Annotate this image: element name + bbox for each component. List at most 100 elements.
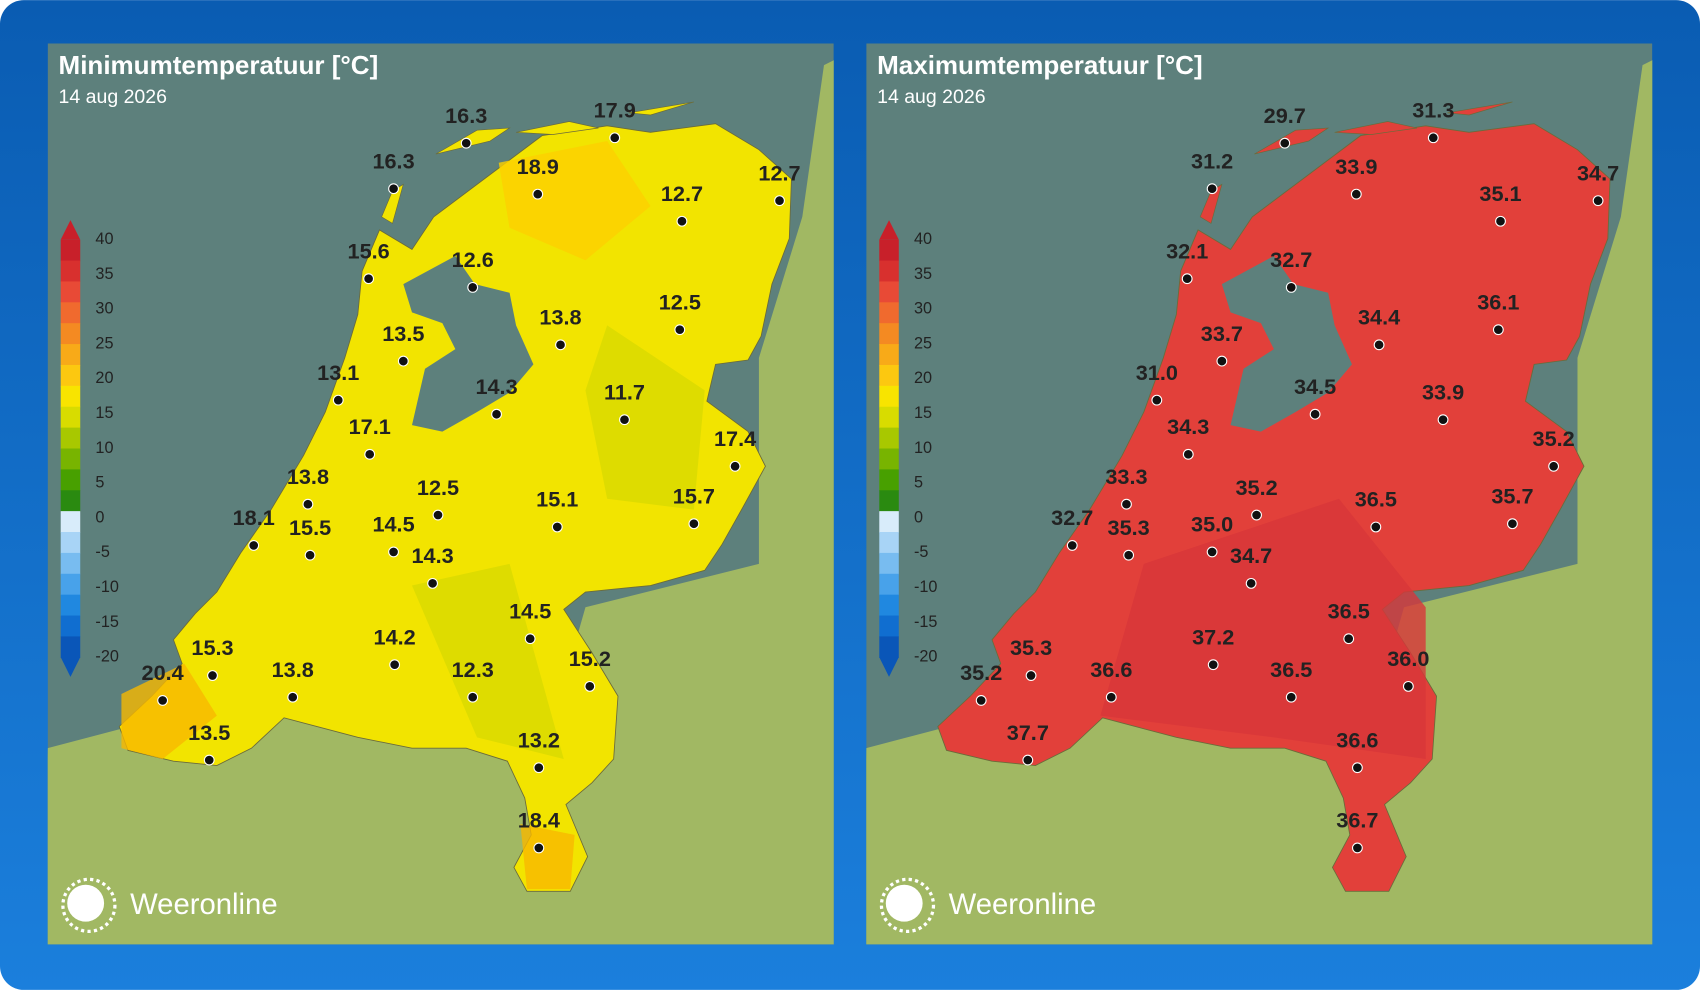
station-value: 12.5 [659,289,701,314]
logo: Weeronline [879,877,1096,934]
station-dot [551,521,563,533]
legend-tick-label: 35 [914,265,932,283]
station-dot [609,132,621,144]
station-value: 18.1 [233,505,275,530]
station-value: 14.2 [374,624,416,649]
station-dot [1216,355,1228,367]
legend-tick-label: 25 [914,334,932,352]
logo-sun [67,884,105,922]
legend-tick-label: -20 [95,648,119,666]
legend-band [879,302,899,324]
logo-text: Weeronline [130,889,278,921]
station-value: 13.2 [518,727,560,752]
island [516,121,599,135]
legend-band [879,260,899,282]
station-value: 17.9 [594,97,636,122]
legend-band [60,427,81,450]
island [1447,101,1513,116]
station-value: 17.1 [349,414,391,439]
logo-ring [879,877,936,934]
legend-band [879,344,899,366]
legend-band [60,532,81,554]
station-dot [975,695,987,706]
station-dot [427,577,439,589]
station-value: 12.7 [758,160,800,185]
legend-tick-label: 20 [95,369,113,387]
legend-band [879,239,899,262]
map-panel [866,43,1653,945]
island [435,127,511,155]
netherlands [118,101,792,892]
station-value: 33.9 [1335,154,1377,179]
legend-band [60,406,81,429]
legend-band [60,260,81,282]
island [628,101,694,116]
legend-tick-label: 10 [95,439,113,457]
legend-tick-label: 10 [914,439,932,457]
station-value: 15.2 [569,646,611,671]
legend-band [879,594,899,617]
legend-tick-label: -5 [95,543,109,561]
station-value: 33.7 [1201,321,1243,346]
station-dot [467,281,479,293]
color-legend: 40 35 30 25 20 15 10 5 0 -5 -10 -15 -20 [60,220,119,677]
station-value: 15.7 [673,483,715,508]
station-dot [1245,577,1257,589]
legend-band [879,532,899,554]
legend-band [60,469,81,491]
station-dot [207,670,218,681]
station-value: 36.5 [1328,598,1370,623]
station-value: 34.5 [1294,374,1336,399]
legend-band [879,573,899,596]
station-value: 35.2 [960,660,1002,685]
station-value: 14.5 [509,598,551,623]
island [381,183,404,224]
station-value: 34.7 [1230,543,1272,568]
island [1254,127,1330,155]
station-value: 34.7 [1577,160,1619,185]
station-value: 15.1 [536,487,578,512]
map-panel [47,43,834,945]
station-value: 31.0 [1136,360,1178,385]
map-date: 14 aug 2026 [59,86,167,108]
legend-band [60,323,81,345]
station-dot [1151,394,1163,406]
legend-tick-label: 0 [95,508,104,526]
legend-band [60,511,81,533]
station-dot [1351,762,1363,774]
temp-zone [121,663,217,759]
legend-band [60,615,81,637]
station-value: 16.3 [372,148,414,173]
legend-band [60,364,81,387]
legend-tick-label: 20 [914,369,932,387]
station-value: 34.4 [1358,305,1400,330]
station-dot [1548,460,1560,472]
legend-arrow-up [60,220,81,240]
station-value: 14.5 [372,512,414,537]
station-dot [1181,273,1193,285]
station-value: 35.3 [1108,515,1150,540]
legend-band [60,573,81,596]
temp-zone [520,824,575,890]
station-dot [1592,195,1604,207]
station-value: 20.4 [142,660,184,685]
legend-tick-label: -15 [914,613,938,631]
station-value: 32.7 [1051,505,1093,530]
station-dot [729,460,741,472]
map-title: Maximumtemperatuur [°C] [877,50,1203,80]
legend-band [879,469,899,491]
legend-tick-label: 30 [914,300,932,318]
station-value: 12.3 [452,657,494,682]
station-dot [460,137,472,149]
station-value: 11.7 [604,379,645,404]
station-dot [1343,633,1355,645]
station-dot [1437,414,1449,426]
legend-tick-label: -10 [914,578,938,596]
station-value: 16.3 [445,103,487,128]
station-value: 36.6 [1090,657,1132,682]
station-dot [774,195,785,207]
legend-band [60,385,81,408]
legend-tick-label: 30 [95,300,113,318]
map-title: Minimumtemperatuur [°C] [59,50,379,80]
station-dot [533,842,545,854]
